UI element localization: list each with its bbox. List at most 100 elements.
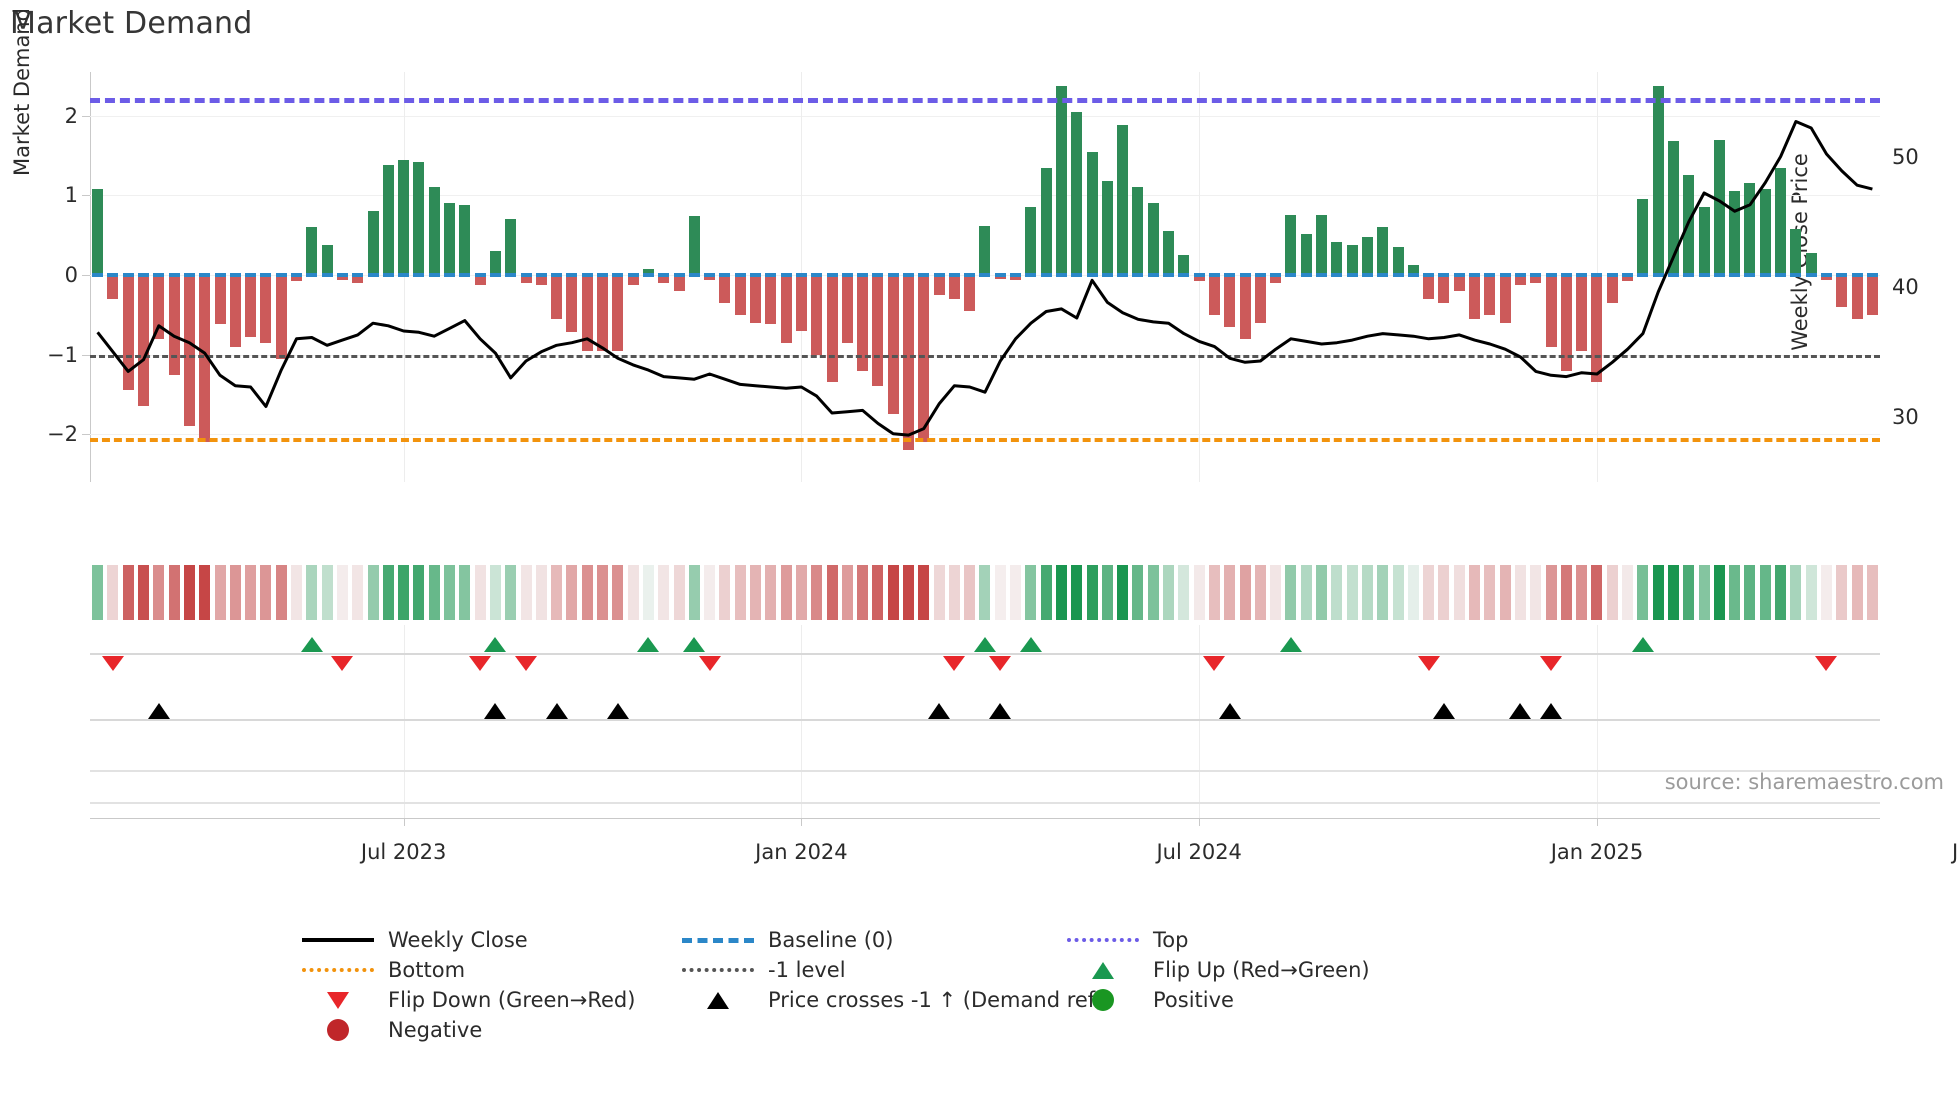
x-gridline xyxy=(403,685,405,740)
baseline-segment xyxy=(1117,273,1129,277)
baseline-segment xyxy=(887,273,899,277)
demand-bar xyxy=(352,275,364,283)
source-rule xyxy=(90,802,1880,804)
price-cross-marker xyxy=(1540,703,1563,719)
baseline-segment xyxy=(122,273,134,277)
heat-cell xyxy=(872,565,884,620)
x-gridline xyxy=(1596,740,1598,825)
heat-cell xyxy=(1346,565,1358,620)
x-tick-label: Jul 2024 xyxy=(1156,840,1242,864)
y-tickmark-left xyxy=(82,115,90,117)
heat-cell xyxy=(1163,565,1175,620)
demand-bar xyxy=(535,275,547,285)
baseline-segment xyxy=(1591,273,1603,277)
baseline-segment xyxy=(1744,273,1756,277)
baseline-segment xyxy=(719,273,731,277)
heat-cell xyxy=(1392,565,1404,620)
demand-bar xyxy=(520,275,532,283)
baseline-segment xyxy=(765,273,777,277)
demand-bar xyxy=(1667,141,1679,275)
demand-bar xyxy=(597,275,608,351)
baseline-segment xyxy=(1331,273,1343,277)
baseline-segment xyxy=(1224,273,1236,277)
demand-bar xyxy=(444,203,456,275)
legend-label: Flip Down (Green→Red) xyxy=(388,988,636,1012)
demand-bar xyxy=(1759,189,1771,275)
heat-cell xyxy=(841,565,853,620)
demand-bar xyxy=(1254,275,1266,323)
heat-cell xyxy=(994,565,1006,620)
demand-bar xyxy=(1514,275,1526,285)
heat-cell xyxy=(918,565,930,620)
demand-bar xyxy=(887,275,899,415)
demand-bar xyxy=(1820,275,1832,280)
demand-bar xyxy=(1239,275,1251,339)
heat-cell xyxy=(1729,565,1741,620)
source-note: source: sharemaestro.com xyxy=(1664,770,1944,794)
flip-down-marker xyxy=(331,656,354,671)
heat-cell xyxy=(1759,565,1771,620)
legend-key-tri-up xyxy=(1065,958,1141,982)
heat-cell xyxy=(734,565,746,620)
demand-bar xyxy=(750,275,761,323)
heat-cell xyxy=(1576,565,1588,620)
heat-cell xyxy=(1683,565,1695,620)
demand-bar xyxy=(1193,275,1205,282)
demand-bar xyxy=(551,275,563,319)
baseline-segment xyxy=(1423,273,1435,277)
x-gridline xyxy=(1596,685,1598,740)
baseline-segment xyxy=(199,273,211,277)
demand-bar xyxy=(122,275,134,391)
heat-cell xyxy=(1453,565,1465,620)
demand-bar xyxy=(1729,191,1741,275)
demand-bar xyxy=(138,275,150,407)
legend-label: Bottom xyxy=(388,958,466,982)
baseline-segment xyxy=(1163,273,1175,277)
legend-key-tri-up-black xyxy=(680,988,756,1012)
baseline-segment xyxy=(1101,273,1113,277)
demand-bar xyxy=(673,275,685,291)
heat-cell xyxy=(199,565,211,620)
x-gridline xyxy=(1199,685,1201,740)
baseline-segment xyxy=(183,273,195,277)
legend-item: Weekly Close xyxy=(300,925,528,955)
x-axis: Jul 2023 Jan 2024 Jul 2024 Jan 2025 Jul 2025 xyxy=(90,818,1960,878)
demand-bar xyxy=(704,275,716,280)
demand-bar xyxy=(92,189,104,275)
baseline-segment xyxy=(1729,273,1741,277)
baseline-segment xyxy=(398,273,410,277)
flip-row-baseline xyxy=(90,653,1880,655)
demand-bar xyxy=(1224,275,1236,327)
demand-bar xyxy=(214,275,226,325)
heat-cell xyxy=(1178,565,1190,620)
demand-bar xyxy=(1453,275,1465,291)
baseline-segment xyxy=(1055,273,1067,277)
baseline-segment xyxy=(1545,273,1557,277)
baseline-segment xyxy=(1147,273,1159,277)
x-gridline xyxy=(1199,740,1201,825)
flip-up-marker xyxy=(300,637,323,652)
legend-item: Flip Down (Green→Red) xyxy=(300,985,635,1015)
baseline-segment xyxy=(826,273,838,277)
baseline-segment xyxy=(336,273,348,277)
baseline-segment xyxy=(1270,273,1282,277)
baseline-segment xyxy=(658,273,670,277)
heat-cell xyxy=(1713,565,1725,620)
heat-cell xyxy=(367,565,379,620)
heat-cell xyxy=(688,565,700,620)
demand-bar xyxy=(1010,275,1022,280)
baseline-segment xyxy=(1316,273,1328,277)
demand-bar xyxy=(1270,275,1282,283)
heat-cell xyxy=(1071,565,1083,620)
y-tick-label-left: 2 xyxy=(64,103,78,128)
baseline-segment xyxy=(1071,273,1083,277)
baseline-segment xyxy=(1484,273,1496,277)
heat-cell xyxy=(183,565,195,620)
heat-cell xyxy=(581,565,593,620)
demand-bar xyxy=(902,275,914,451)
minus-one-reference-line xyxy=(90,354,1880,358)
baseline-segment xyxy=(750,273,761,277)
demand-bar xyxy=(153,275,165,339)
baseline-segment xyxy=(291,273,303,277)
heat-cell xyxy=(887,565,899,620)
